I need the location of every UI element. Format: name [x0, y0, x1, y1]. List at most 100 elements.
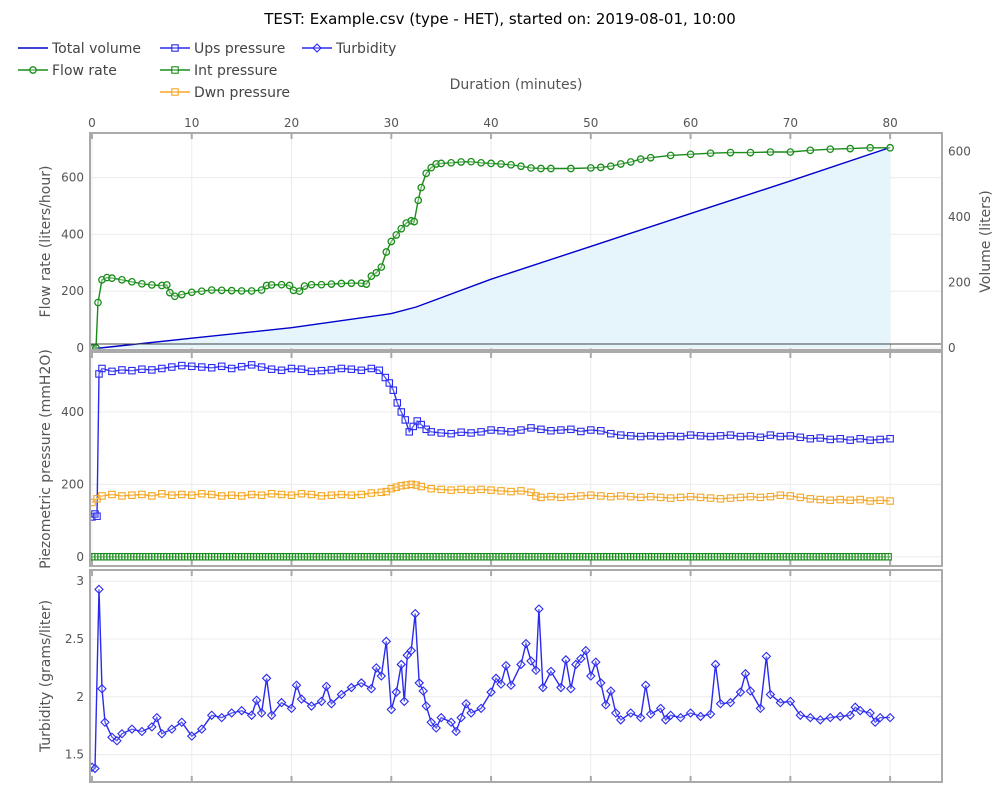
data-point [726, 431, 735, 439]
data-point [870, 717, 880, 727]
data-point [875, 712, 885, 723]
legend-item-total-volume[interactable]: Total volume [18, 41, 141, 57]
data-point [845, 710, 855, 721]
data-point [606, 162, 615, 171]
data-point [237, 492, 246, 500]
legend: Total volume Flow rate Ups pressure Int pre… [18, 41, 396, 101]
data-point [506, 680, 516, 691]
data-point [517, 487, 525, 495]
data-point [287, 491, 296, 499]
x-tick-label: 70 [783, 116, 798, 130]
data-point [835, 711, 846, 722]
data-point [886, 497, 894, 505]
legend-swatch-marker [171, 44, 179, 52]
data-point [386, 704, 397, 715]
data-point [675, 712, 686, 723]
data-point [756, 433, 765, 442]
data-point [497, 427, 505, 435]
legend-item-int-pressure[interactable]: Int pressure [160, 63, 277, 79]
data-point [527, 164, 535, 172]
data-point [865, 708, 875, 718]
panel-2: 0 200 400 Piezometric pressure (mmH2O) [38, 349, 943, 569]
chart-title: TEST: Example.csv (type - HET), started … [263, 10, 736, 28]
y2-tick-label: 0 [948, 341, 956, 355]
data-point [486, 687, 496, 697]
legend-label: Dwn pressure [194, 85, 290, 101]
data-point [137, 726, 147, 737]
data-point [197, 490, 206, 498]
data-point [507, 160, 515, 169]
data-point [586, 164, 595, 172]
data-point [786, 432, 795, 440]
data-point [251, 695, 262, 706]
data-point [656, 432, 665, 441]
data-point [546, 666, 556, 677]
x-tick-label: 20 [284, 116, 299, 130]
legend-item-flow-rate[interactable]: Flow rate [18, 63, 117, 79]
data-point [246, 710, 257, 721]
data-point [596, 678, 606, 688]
data-point [387, 484, 396, 493]
data-point [746, 492, 755, 501]
data-point [247, 490, 256, 499]
data-point [646, 153, 655, 162]
data-point [786, 148, 795, 156]
legend-item-dwn-pressure[interactable]: Dwn pressure [160, 85, 290, 101]
data-point [625, 708, 636, 718]
data-point [645, 709, 656, 719]
data-point [547, 427, 555, 435]
data-point [745, 686, 756, 696]
data-point [216, 712, 227, 723]
data-point [534, 604, 544, 614]
series-int-pressure [90, 553, 892, 561]
data-point [705, 709, 716, 719]
data-point [382, 248, 391, 256]
data-point [138, 279, 146, 288]
data-point [538, 682, 548, 693]
data-point [497, 487, 505, 495]
data-point [118, 366, 126, 374]
data-point [266, 710, 277, 721]
data-point [381, 373, 390, 382]
data-point [427, 428, 435, 436]
data-point [127, 724, 137, 734]
data-point [557, 493, 565, 502]
data-point [446, 717, 456, 727]
data-point [93, 512, 101, 520]
data-point [217, 492, 226, 500]
data-point [389, 386, 398, 394]
data-point [636, 493, 645, 502]
data-point [696, 493, 705, 502]
data-point [556, 682, 566, 693]
panel-frame [89, 569, 943, 783]
data-point [656, 493, 665, 502]
y-tick-label: 600 [61, 171, 84, 185]
data-point [676, 493, 685, 502]
data-point [726, 148, 735, 157]
data-point [118, 275, 126, 284]
data-point [557, 426, 565, 434]
data-point [381, 636, 392, 647]
data-point [796, 493, 805, 502]
data-point [561, 655, 571, 665]
series-line [91, 364, 891, 518]
data-point [366, 683, 377, 694]
data-point [357, 366, 366, 375]
legend-swatch-marker [312, 43, 322, 53]
data-point [162, 281, 171, 289]
data-point [117, 729, 127, 739]
data-point [336, 689, 347, 700]
data-point [178, 361, 186, 370]
x-tick-label: 60 [683, 116, 698, 130]
data-point [108, 490, 116, 499]
data-point [766, 431, 775, 439]
data-point [846, 436, 854, 444]
x-axis-title: Duration (minutes) [450, 77, 583, 93]
data-point [178, 490, 186, 499]
data-point [686, 150, 695, 159]
legend-item-turbidity[interactable]: Turbidity [302, 41, 396, 57]
legend-item-ups-pressure[interactable]: Ups pressure [160, 41, 285, 57]
data-point [376, 671, 387, 681]
data-point [100, 717, 110, 727]
data-point [97, 683, 107, 694]
